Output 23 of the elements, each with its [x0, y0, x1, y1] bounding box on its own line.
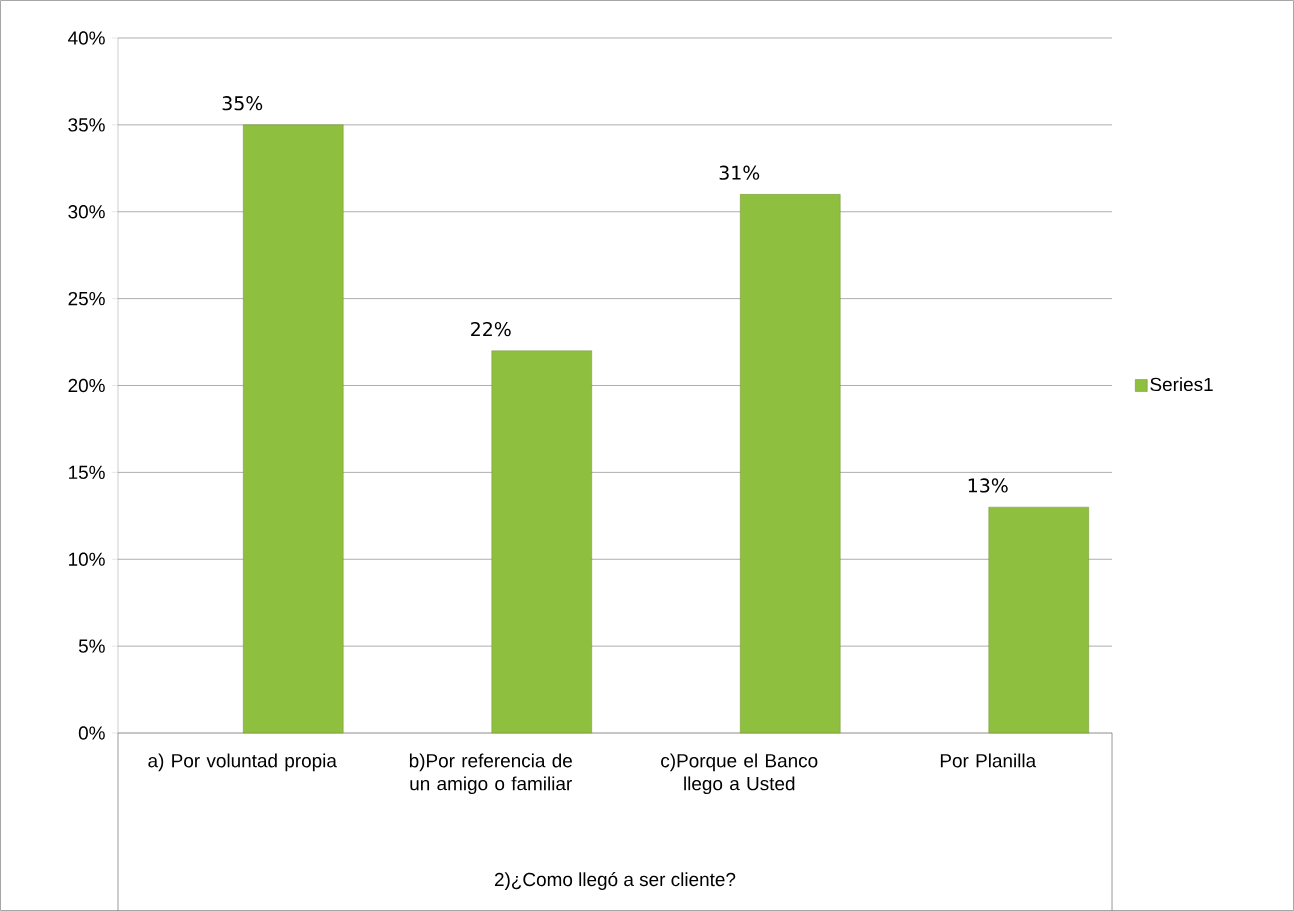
x-tick-label: c)Porque el Banco llego a Usted [661, 753, 818, 795]
y-tick-label: 20% [68, 378, 105, 393]
bar [988, 506, 1089, 734]
y-tick-label: 30% [68, 205, 105, 219]
y-tick-label: 40% [68, 31, 105, 45]
y-tick-label: 25% [68, 291, 105, 306]
y-tick-label: 10% [69, 552, 105, 566]
y-tick-label: 5% [78, 639, 105, 653]
y-tick-label: 15% [69, 465, 105, 480]
y-tick-label: 0% [78, 726, 105, 740]
data-label: 22% [471, 321, 511, 337]
bar [740, 194, 841, 734]
y-tick-label: 35% [68, 118, 105, 132]
data-label: 13% [968, 478, 1008, 493]
legend-label: Series1 [1150, 377, 1213, 392]
x-tick-label: Por Planilla [940, 753, 1037, 768]
x-axis-title: 2)¿Como llegó a ser cliente? [494, 872, 736, 890]
x-tick-label: a) Por voluntad propia [148, 753, 337, 772]
data-label: 31% [719, 165, 760, 180]
x-tick-label: b)Por referencia de un amigo o familiar [409, 753, 572, 795]
bar [491, 350, 592, 734]
bar [243, 124, 344, 734]
data-label: 35% [222, 96, 263, 111]
